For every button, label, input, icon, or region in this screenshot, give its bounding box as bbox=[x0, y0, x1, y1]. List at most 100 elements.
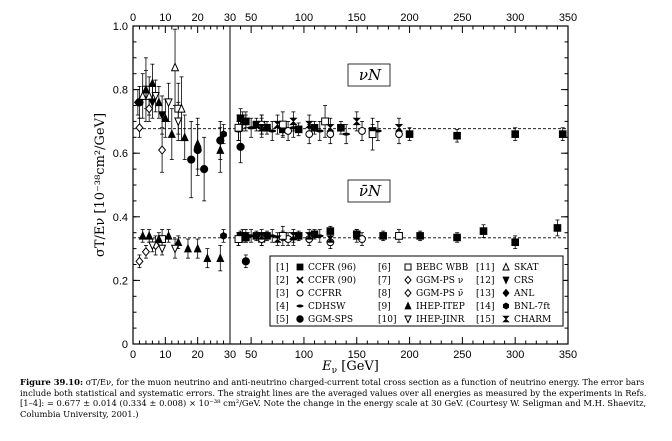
legend-marker-circle bbox=[296, 315, 304, 323]
y-tick-label: 0.4 bbox=[113, 212, 128, 224]
legend-entry-label: CCFR (96) bbox=[308, 262, 356, 273]
data-point-triangle bbox=[161, 113, 170, 123]
axes: 00.20.40.60.81.0001010202030305050100100… bbox=[93, 12, 577, 375]
data-point-triangle bbox=[183, 243, 192, 253]
data-point-square bbox=[416, 232, 424, 240]
x-axis-title: Eν [GeV] bbox=[321, 359, 379, 375]
data-point-triangle-open bbox=[138, 90, 147, 100]
legend-marker-hexagon bbox=[502, 302, 510, 310]
data-point-triangle-down-open bbox=[148, 241, 157, 251]
data-point-square-open bbox=[368, 130, 377, 139]
legend-entry-id: [8] bbox=[378, 289, 391, 299]
data-point-diamond-open bbox=[145, 103, 154, 114]
data-point-dash bbox=[315, 129, 324, 133]
legend-entry-label: CCFRR bbox=[308, 289, 342, 299]
data-point-triangle bbox=[180, 132, 189, 142]
data-point-circle bbox=[241, 257, 250, 266]
data-point-square-open bbox=[278, 120, 287, 129]
data-point-circle bbox=[200, 165, 209, 174]
data-point-square-open bbox=[321, 117, 329, 126]
legend-marker-bowtie bbox=[502, 315, 510, 323]
data-point-square bbox=[558, 130, 567, 138]
panel-label-neutrino: νN bbox=[359, 66, 382, 84]
legend-marker-dash bbox=[296, 304, 304, 308]
data-point-triangle bbox=[193, 243, 202, 253]
x-tick-label-top: 0 bbox=[130, 12, 136, 24]
data-point-bowtie bbox=[305, 232, 314, 240]
x-tick-label: 10 bbox=[159, 349, 171, 361]
legend-marker-circle-open bbox=[296, 289, 304, 297]
legend-entry-id: [10] bbox=[378, 315, 396, 325]
data-point-circle-open bbox=[358, 127, 366, 135]
data-point-triangle bbox=[193, 138, 202, 148]
legend-marker-x bbox=[296, 276, 304, 284]
x-tick-label: 200 bbox=[400, 349, 418, 361]
data-point-bowtie bbox=[352, 232, 361, 240]
data-point-dash bbox=[315, 234, 324, 238]
legend-entry-id: [3] bbox=[276, 289, 289, 299]
figure-caption: Figure 39.10: σT/Eν, for the muon neutri… bbox=[20, 377, 660, 419]
panel-label-antineutrino: ν̄N bbox=[359, 182, 382, 200]
x-tick-label-top: 200 bbox=[400, 12, 418, 24]
data-point-dash bbox=[268, 129, 277, 133]
data-point-circle-open bbox=[305, 130, 314, 139]
legend-entry-label: IHEP-JINR bbox=[416, 315, 465, 325]
data-point-bowtie bbox=[241, 117, 250, 126]
legend-entry-id: [14] bbox=[476, 302, 494, 312]
data-point-square-open bbox=[395, 231, 403, 240]
data-point-bowtie bbox=[289, 117, 298, 126]
data-point-bowtie bbox=[326, 124, 335, 132]
data-point-triangle bbox=[216, 145, 225, 154]
legend-entry-label: IHEP-ITEP bbox=[416, 302, 465, 312]
legend-entry-label: GGM-PS ν̄ bbox=[416, 289, 463, 299]
legend-entry-id: [4] bbox=[276, 302, 289, 312]
legend-marker-square bbox=[296, 263, 304, 271]
data-point-triangle bbox=[216, 253, 225, 262]
x-tick-label: 250 bbox=[453, 349, 471, 361]
legend-entry-id: [15] bbox=[476, 315, 494, 325]
data-point-square bbox=[379, 232, 387, 240]
x-tick-label-top: 10 bbox=[159, 12, 171, 24]
data-point-circle-open bbox=[395, 130, 403, 139]
data-point-triangle-down-open bbox=[174, 117, 183, 127]
data-point-triangle-down-open bbox=[151, 92, 160, 102]
data-point-diamond bbox=[133, 97, 142, 107]
x-tick-label: 300 bbox=[506, 349, 524, 361]
x-tick-label-top: 250 bbox=[453, 12, 471, 24]
x-tick-label: 30 bbox=[224, 349, 236, 361]
panel-box-neutrino bbox=[347, 63, 391, 87]
legend-entry-id: [11] bbox=[476, 263, 494, 273]
legend-marker-triangle-down bbox=[502, 276, 510, 285]
panel-box-antineutrino bbox=[347, 179, 391, 203]
data-point-bowtie bbox=[305, 120, 314, 129]
data-point-triangle bbox=[154, 234, 163, 243]
data-point-triangle bbox=[145, 230, 154, 240]
x-tick-label-top: 20 bbox=[192, 12, 204, 24]
x-tick-label-top: 100 bbox=[295, 12, 313, 24]
legend-marker-triangle-open bbox=[502, 262, 510, 271]
data-point-square bbox=[453, 131, 461, 140]
legend-box bbox=[269, 255, 564, 327]
legend-entry-id: [5] bbox=[276, 315, 289, 325]
data-point-bowtie bbox=[352, 117, 361, 126]
legend-entry-label: CCFR (90) bbox=[308, 275, 356, 286]
legend-marker-triangle-down-open bbox=[404, 315, 412, 324]
legend-entry-label: SKAT bbox=[514, 263, 539, 273]
data-point-dash bbox=[289, 126, 298, 130]
legend-entry-id: [12] bbox=[476, 276, 494, 286]
y-tick-label: 0.8 bbox=[113, 85, 128, 97]
data-point-square bbox=[294, 125, 303, 134]
x-tick-label-top: 350 bbox=[559, 12, 577, 24]
data-point-square bbox=[405, 130, 414, 138]
legend-marker-diamond-open bbox=[404, 275, 412, 285]
data-point-diamond-open bbox=[135, 122, 144, 133]
data-point-dash bbox=[268, 234, 277, 238]
x-tick-label: 0 bbox=[130, 349, 136, 361]
x-tick-label: 50 bbox=[245, 349, 257, 361]
data-point-bowtie bbox=[326, 235, 335, 243]
legend-entry-label: GGM-PS ν bbox=[416, 276, 463, 286]
data-point-triangle-down-open bbox=[157, 244, 167, 254]
data-point-bowtie bbox=[257, 232, 266, 240]
legend-entry-id: [1] bbox=[276, 263, 289, 273]
legend-marker-triangle bbox=[404, 301, 412, 310]
